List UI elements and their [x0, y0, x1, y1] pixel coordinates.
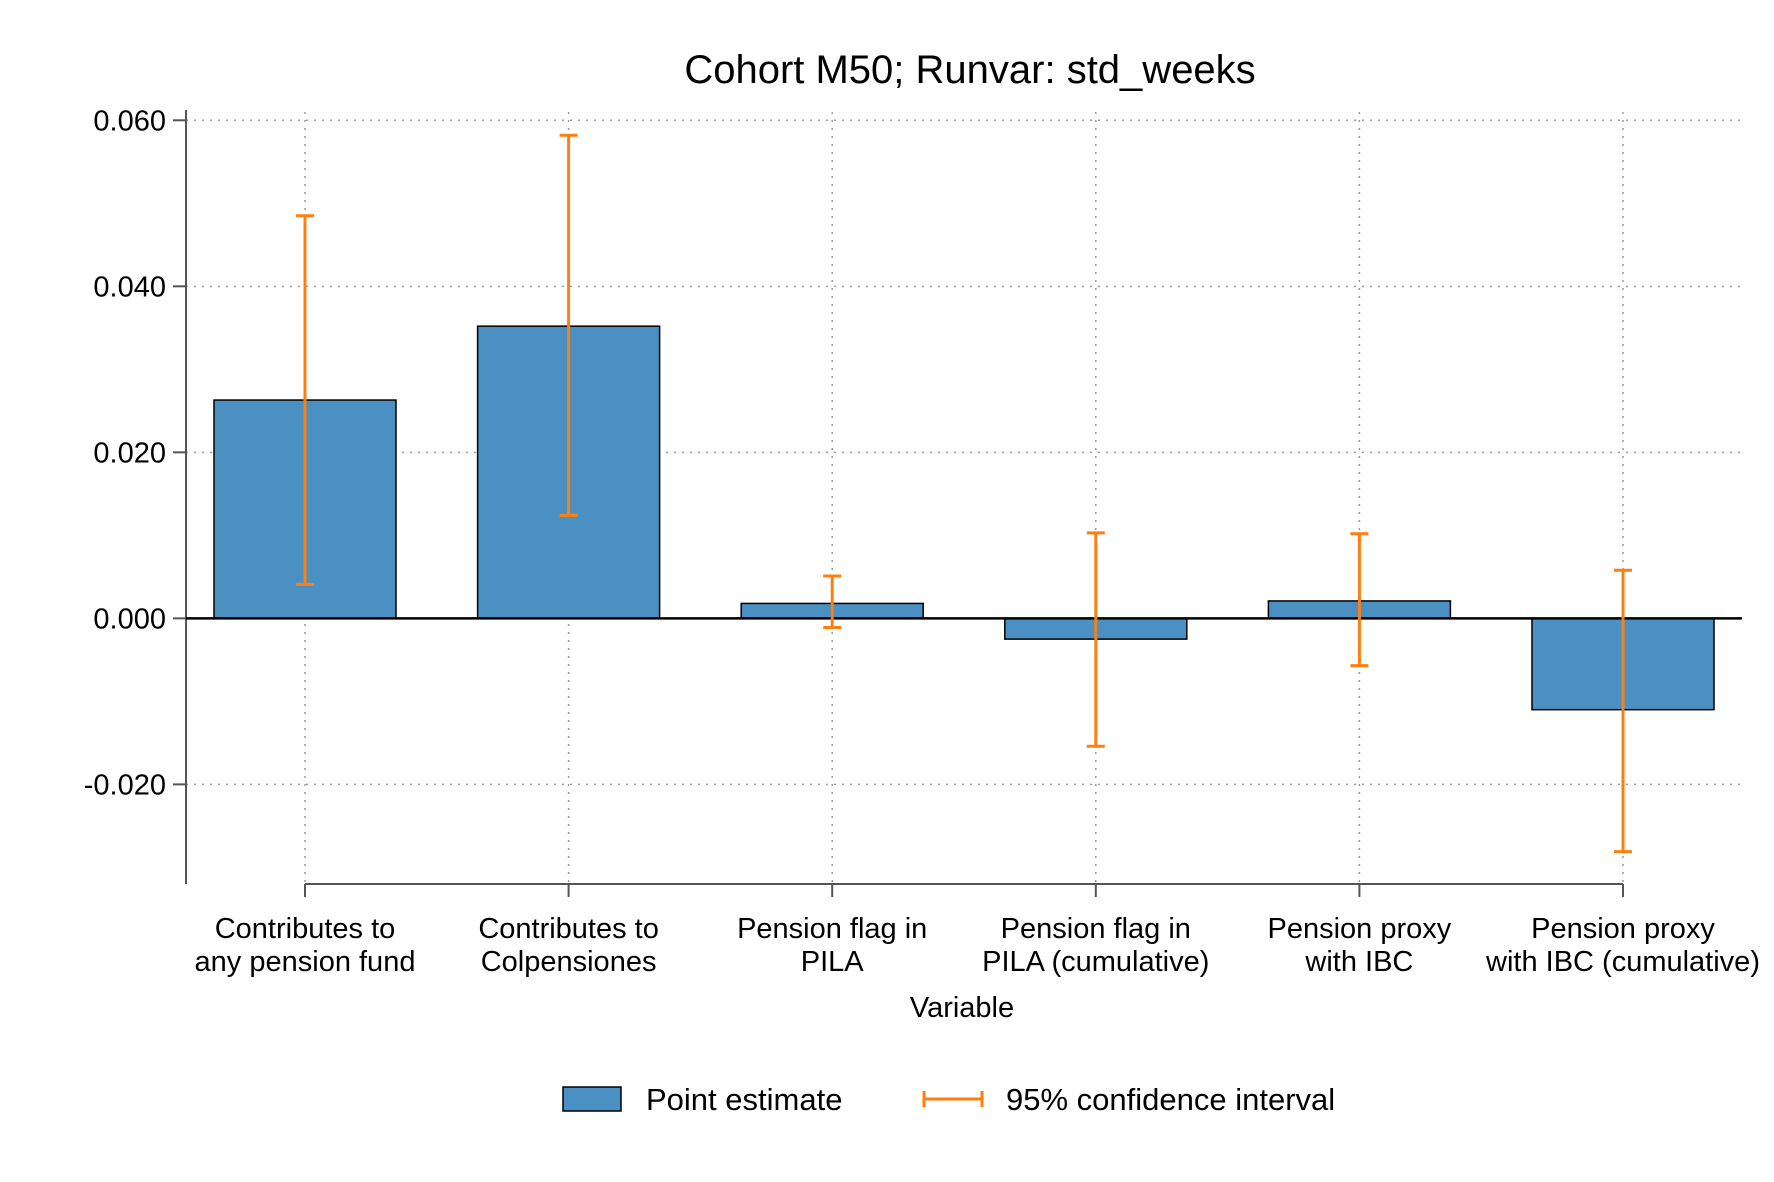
x-category-label: PILA (cumulative) [982, 946, 1209, 978]
legend-label-point-estimate: Point estimate [646, 1082, 842, 1117]
x-category-label: Contributes to [478, 913, 659, 945]
x-axis-title: Variable [910, 992, 1014, 1024]
x-category-label: Pension flag in [1001, 913, 1191, 945]
y-tick-label: 0.020 [93, 437, 166, 469]
x-category-label: with IBC [1304, 946, 1413, 978]
legend-label-confidence-interval: 95% confidence interval [1006, 1082, 1335, 1117]
confidence-intervals [296, 133, 1632, 854]
x-category-label: Colpensiones [481, 946, 657, 978]
ci-error-bar [823, 574, 842, 629]
legend-swatch-confidence-interval [922, 1091, 984, 1107]
x-category-label: Pension proxy [1531, 913, 1715, 945]
y-tick-label: 0.000 [93, 603, 166, 635]
x-category-label: with IBC (cumulative) [1485, 946, 1760, 978]
y-tick-label: 0.060 [93, 105, 166, 137]
axes [173, 110, 1624, 897]
ci-error-bar [1614, 568, 1632, 854]
y-tick-label: -0.020 [84, 769, 166, 801]
x-category-label: Contributes to [215, 913, 396, 945]
chart-title: Cohort M50; Runvar: std_weeks [684, 48, 1255, 92]
x-category-label: any pension fund [195, 946, 416, 978]
grid-lines [186, 112, 1742, 884]
ci-error-bar [559, 133, 578, 517]
y-tick-labels: -0.020 0.000 0.020 0.040 0.060 [84, 105, 166, 801]
legend-swatch-point-estimate [562, 1086, 622, 1112]
x-category-label: PILA [801, 946, 865, 978]
ci-error-bar [1350, 532, 1369, 668]
x-category-label: Pension proxy [1268, 913, 1452, 945]
bars [213, 325, 1715, 711]
x-category-label: Pension flag in [737, 913, 927, 945]
legend: Point estimate 95% confidence interval [562, 1082, 1335, 1117]
ci-error-bar [1086, 531, 1105, 748]
y-tick-label: 0.040 [93, 271, 166, 303]
ci-error-bar [296, 214, 314, 586]
